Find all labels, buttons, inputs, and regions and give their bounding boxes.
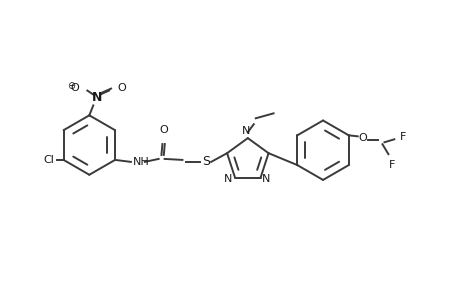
- Text: N: N: [261, 173, 269, 184]
- Text: NH: NH: [133, 157, 149, 167]
- Text: O: O: [358, 133, 366, 143]
- Text: S: S: [202, 155, 210, 168]
- Text: N: N: [223, 173, 231, 184]
- Text: Cl: Cl: [44, 155, 55, 165]
- Text: N: N: [92, 91, 102, 104]
- Text: ⊖: ⊖: [67, 81, 75, 91]
- Text: N: N: [241, 126, 250, 136]
- Text: F: F: [388, 160, 395, 170]
- Text: O: O: [71, 82, 79, 93]
- Text: O: O: [117, 82, 125, 93]
- Text: F: F: [399, 132, 406, 142]
- Text: O: O: [159, 125, 168, 135]
